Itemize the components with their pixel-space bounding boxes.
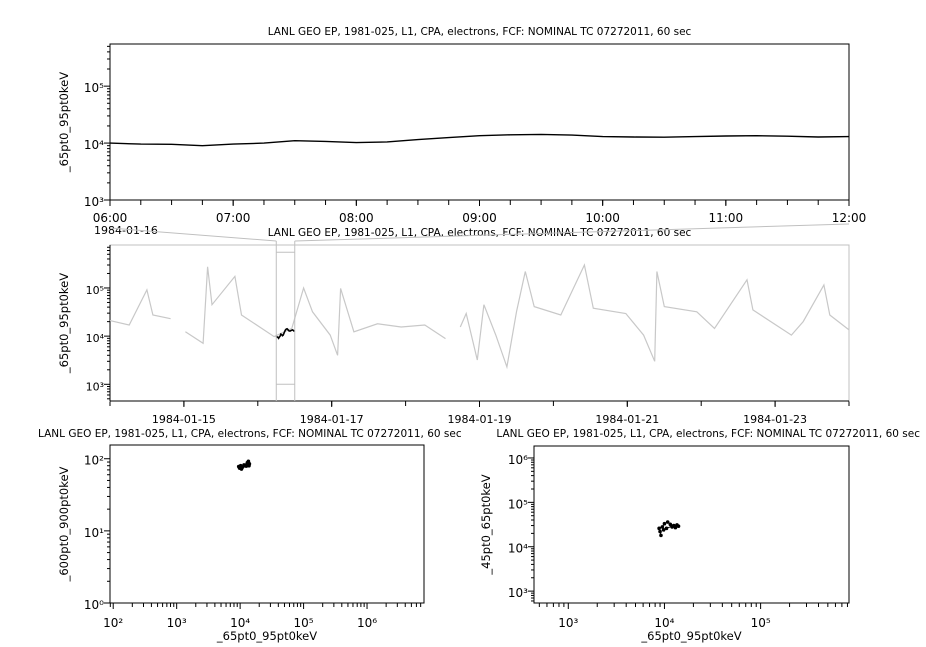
x-tick-label: 1984-01-23: [743, 413, 807, 426]
y-tick-label: 10⁵: [84, 81, 104, 95]
y-tick-label: 10³: [84, 195, 104, 209]
chart-title: LANL GEO EP, 1981-025, L1, CPA, electron…: [38, 428, 462, 440]
x-tick-label: 08:00: [339, 211, 374, 225]
top-panel: LANL GEO EP, 1981-025, L1, CPA, electron…: [57, 26, 866, 237]
middle-panel: LANL GEO EP, 1981-025, L1, CPA, electron…: [57, 223, 850, 426]
data-point: [665, 520, 670, 524]
x-axis-label: _65pt0_95pt0keV: [640, 629, 741, 643]
x-tick-label: 10⁴: [654, 616, 674, 630]
plot-frame: [109, 444, 425, 604]
x-tick-label: 10⁵: [294, 616, 314, 630]
plot-frame: [109, 244, 850, 402]
bottom-left-panel: LANL GEO EP, 1981-025, L1, CPA, electron…: [38, 428, 462, 643]
y-tick-label: 10¹: [84, 526, 104, 540]
y-tick-label: 10⁴: [86, 332, 105, 345]
x-tick-label: 10⁶: [357, 616, 377, 630]
data-point: [676, 524, 681, 529]
y-tick-label: 10⁵: [86, 284, 104, 297]
x-tick-label: 10³: [558, 616, 578, 630]
y-tick-label: 10³: [508, 586, 528, 600]
zoom-connector-right: [294, 223, 850, 242]
data-point: [662, 521, 667, 526]
date-label: 1984-01-16: [94, 224, 158, 237]
data-point: [658, 529, 662, 534]
plot-frame: [109, 43, 850, 201]
series-line: [459, 263, 850, 370]
zoom-connector-left: [109, 227, 277, 242]
x-tick-label: 06:00: [93, 211, 128, 225]
x-tick-label: 09:00: [462, 211, 497, 225]
y-tick-label: 10⁵: [508, 497, 528, 511]
y-axis-label: _600pt0_900pt0keV: [57, 466, 71, 582]
x-tick-label: 10⁵: [751, 616, 771, 630]
data-point: [664, 526, 669, 531]
x-tick-label: 1984-01-17: [300, 413, 364, 426]
y-axis-label: _65pt0_95pt0keV: [57, 273, 71, 374]
y-tick-label: 10⁴: [508, 542, 528, 556]
y-axis-label: _65pt0_95pt0keV: [57, 72, 71, 173]
y-tick-label: 10³: [86, 380, 104, 393]
data-point: [239, 467, 244, 471]
data-point: [660, 525, 665, 529]
y-tick-label: 10⁶: [508, 453, 528, 467]
chart-title: LANL GEO EP, 1981-025, L1, CPA, electron…: [268, 26, 692, 38]
x-tick-label: 07:00: [216, 211, 251, 225]
data-point: [673, 525, 678, 530]
chart-title: LANL GEO EP, 1981-025, L1, CPA, electron…: [496, 428, 920, 440]
x-tick-label: 11:00: [709, 211, 744, 225]
plot-frame: [533, 445, 850, 604]
x-tick-label: 1984-01-19: [448, 413, 512, 426]
series-line: [109, 133, 850, 147]
data-point: [661, 528, 666, 532]
x-tick-label: 1984-01-21: [595, 413, 659, 426]
x-tick-label: 10:00: [585, 211, 620, 225]
y-tick-label: 10⁴: [84, 138, 104, 152]
x-tick-label: 1984-01-15: [152, 413, 216, 426]
data-point: [659, 533, 663, 538]
data-point: [670, 524, 674, 529]
x-tick-label: 12:00: [832, 211, 867, 225]
x-axis-label: _65pt0_95pt0keV: [216, 629, 317, 643]
y-tick-label: 10⁰: [84, 598, 104, 612]
series-line: [109, 288, 171, 326]
data-point: [657, 526, 661, 531]
highlighted-series-line: [275, 327, 296, 340]
x-tick-label: 10⁴: [230, 616, 250, 630]
data-point: [247, 462, 252, 466]
chart-title: LANL GEO EP, 1981-025, L1, CPA, electron…: [268, 227, 692, 239]
y-tick-label: 10²: [84, 454, 104, 468]
bottom-right-panel: LANL GEO EP, 1981-025, L1, CPA, electron…: [479, 428, 920, 643]
x-tick-label: 10²: [103, 616, 123, 630]
x-tick-label: 10³: [167, 616, 187, 630]
y-axis-label: _45pt0_65pt0keV: [479, 474, 493, 575]
series-line: [185, 266, 446, 356]
